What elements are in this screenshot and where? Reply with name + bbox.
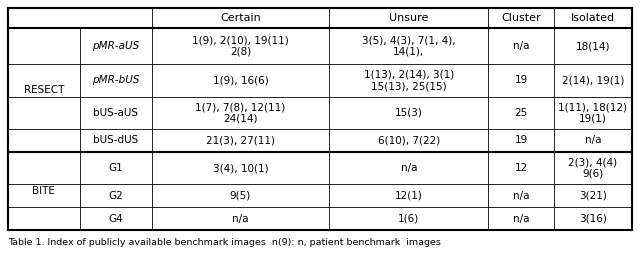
Text: RESECT: RESECT bbox=[24, 85, 64, 95]
Text: 3(16): 3(16) bbox=[579, 213, 607, 224]
Text: 19: 19 bbox=[515, 135, 528, 145]
Text: Isolated: Isolated bbox=[571, 13, 615, 23]
Text: Cluster: Cluster bbox=[501, 13, 541, 23]
Text: pMR-bUS: pMR-bUS bbox=[92, 75, 140, 85]
Text: 3(4), 10(1): 3(4), 10(1) bbox=[212, 163, 268, 173]
Text: 6(10), 7(22): 6(10), 7(22) bbox=[378, 135, 440, 145]
Text: pMR-aUS: pMR-aUS bbox=[92, 41, 140, 51]
Text: n/a: n/a bbox=[513, 213, 529, 224]
Text: 2(3), 4(4)
9(6): 2(3), 4(4) 9(6) bbox=[568, 157, 618, 179]
Text: bUS-dUS: bUS-dUS bbox=[93, 135, 138, 145]
Text: n/a: n/a bbox=[232, 213, 249, 224]
Text: bUS-aUS: bUS-aUS bbox=[93, 108, 138, 118]
Text: 15(3): 15(3) bbox=[395, 108, 423, 118]
Text: 3(5), 4(3), 7(1, 4),
14(1),: 3(5), 4(3), 7(1, 4), 14(1), bbox=[362, 35, 456, 57]
Text: 25: 25 bbox=[515, 108, 528, 118]
Text: 12: 12 bbox=[515, 163, 528, 173]
Text: 1(11), 18(12)
19(1): 1(11), 18(12) 19(1) bbox=[559, 102, 627, 124]
Text: n/a: n/a bbox=[585, 135, 601, 145]
Text: n/a: n/a bbox=[513, 41, 529, 51]
Text: 1(6): 1(6) bbox=[398, 213, 420, 224]
Text: 9(5): 9(5) bbox=[230, 191, 251, 201]
Text: 1(7), 7(8), 12(11)
24(14): 1(7), 7(8), 12(11) 24(14) bbox=[195, 102, 285, 124]
Text: 1(13), 2(14), 3(1)
15(13), 25(15): 1(13), 2(14), 3(1) 15(13), 25(15) bbox=[364, 70, 454, 91]
Text: n/a: n/a bbox=[513, 191, 529, 201]
Text: n/a: n/a bbox=[401, 163, 417, 173]
Text: Certain: Certain bbox=[220, 13, 261, 23]
Text: 3(21): 3(21) bbox=[579, 191, 607, 201]
Text: 21(3), 27(11): 21(3), 27(11) bbox=[206, 135, 275, 145]
Text: G2: G2 bbox=[108, 191, 123, 201]
Text: G1: G1 bbox=[108, 163, 123, 173]
Text: Table 1. Index of publicly available benchmark images  n(9): n, patient benchmar: Table 1. Index of publicly available ben… bbox=[8, 238, 441, 247]
Text: Unsure: Unsure bbox=[389, 13, 429, 23]
Text: BITE: BITE bbox=[33, 186, 55, 196]
Text: G4: G4 bbox=[108, 213, 123, 224]
Text: 1(9), 2(10), 19(11)
2(8): 1(9), 2(10), 19(11) 2(8) bbox=[192, 35, 289, 57]
Text: 2(14), 19(1): 2(14), 19(1) bbox=[562, 75, 624, 85]
Text: 19: 19 bbox=[515, 75, 528, 85]
Text: 12(1): 12(1) bbox=[395, 191, 423, 201]
Text: 1(9), 16(6): 1(9), 16(6) bbox=[212, 75, 268, 85]
Text: 18(14): 18(14) bbox=[576, 41, 611, 51]
